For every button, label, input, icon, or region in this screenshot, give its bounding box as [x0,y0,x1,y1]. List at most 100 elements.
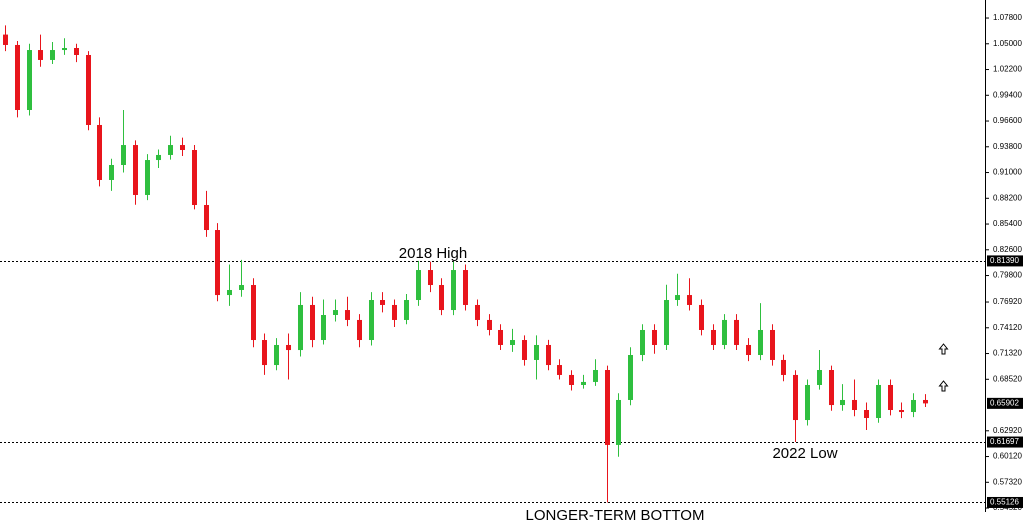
candle-body [664,300,669,345]
candle-body [145,160,150,195]
candle-body [215,230,220,296]
y-tick-label: 1.07800 [993,13,1022,22]
candle-body [923,399,928,404]
y-tick-label: 0.71320 [993,349,1022,358]
candle-body [109,164,114,180]
candle-body [522,340,527,360]
y-tick-label: 0.62920 [993,426,1022,435]
level-box [987,255,1023,267]
candle-body [487,319,492,330]
candle-body [829,369,834,406]
candle-body [510,340,515,345]
candle-body [404,300,409,320]
candle-body [840,399,845,406]
y-tick-label: 0.74120 [993,323,1022,332]
candle-body [605,369,610,445]
candle-body [652,329,657,345]
candle-body [581,381,586,385]
y-tick-label: 0.57320 [993,477,1022,486]
up-arrow-icons [938,343,949,392]
candle-body [888,384,893,411]
candle-body [534,344,539,360]
candle-body [62,48,67,51]
candle-body [817,369,822,385]
candle-body [593,369,598,382]
candle-body [251,285,256,341]
candle-body [310,304,315,341]
y-tick-label: 0.68520 [993,374,1022,383]
candle-body [204,205,209,231]
candle-body [227,289,232,296]
candle-body [392,304,397,320]
level-label: 0.81390 [990,256,1019,265]
candle-body [899,410,904,413]
candle-body [86,54,91,125]
candle-body [156,154,161,161]
candle-body [699,304,704,330]
candle-body [357,319,362,341]
y-tick-label: 0.76920 [993,297,1022,306]
y-tick-label: 0.79800 [993,271,1022,280]
candle-body [675,295,680,301]
candle-body [3,34,8,45]
level-label: 0.55126 [990,498,1019,507]
y-tick-label: 1.05000 [993,39,1022,48]
candle-body [640,329,645,356]
candle-body [333,310,338,315]
y-tick-label: 1.02200 [993,65,1022,74]
level-box [987,436,1023,448]
last-price-label: 0.65902 [990,398,1019,407]
candle-body [274,344,279,366]
candle-body [864,410,869,419]
level-box [987,496,1023,508]
y-tick-label: 0.91000 [993,168,1022,177]
candle-body [722,319,727,345]
candle-body [168,145,173,155]
candle-body [911,399,916,413]
candle-body [50,50,55,60]
last-price-box [987,397,1023,409]
candle-body [74,48,79,55]
up-arrow [938,380,949,392]
y-tick-label: 0.85400 [993,219,1022,228]
candle-body [380,300,385,305]
candle-body [133,145,138,195]
candle-body [498,329,503,345]
candle-body [38,50,43,60]
candle-body [239,285,244,290]
candle-body [27,50,32,110]
level-label: 0.61697 [990,437,1019,446]
candle-body [569,374,574,385]
candle-body [463,270,468,305]
candle-body [192,150,197,206]
candle-body [793,374,798,421]
candle-body [121,145,126,165]
candle-body [687,295,692,305]
up-arrow [938,343,949,355]
annotation: 2022 Low [772,445,837,462]
candle-body [451,270,456,311]
candle-body [734,319,739,345]
y-tick-label: 0.60120 [993,452,1022,461]
candle-body [475,304,480,320]
candle-body [321,314,326,341]
candle-body [97,124,102,180]
candle-body [746,344,751,356]
y-tick-label: 0.96600 [993,116,1022,125]
y-tick-label: 0.88200 [993,193,1022,202]
candle-body [345,310,350,320]
candle-body [439,285,444,311]
candle-body [628,355,633,400]
candle-body [369,300,374,341]
annotation: 2018 High [399,245,467,262]
y-tick-label: 0.82600 [993,245,1022,254]
annotation: LONGER-TERM BOTTOM [526,507,705,524]
candle-body [428,270,433,286]
candle-body [298,304,303,351]
candle-body [557,365,562,375]
candle-body [758,329,763,356]
candle-body [876,384,881,419]
candle-body [711,329,716,345]
